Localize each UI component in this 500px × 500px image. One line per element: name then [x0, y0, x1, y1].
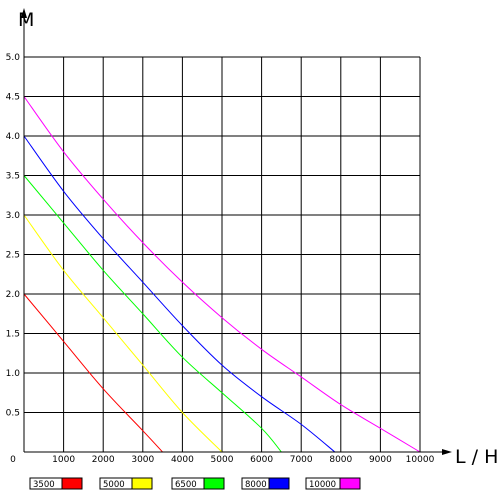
x-tick-label: 2000 — [92, 455, 115, 465]
legend-swatch — [61, 477, 83, 490]
legend-label: 5000 — [103, 480, 125, 490]
legend-swatch — [131, 477, 153, 490]
x-axis-arrow — [442, 449, 452, 455]
x-tick-label: 10000 — [406, 455, 435, 465]
y-tick-label: 2.5 — [6, 251, 20, 261]
x-tick-label: 3000 — [131, 455, 154, 465]
y-tick-label: 1.5 — [6, 330, 20, 340]
series-line-6500 — [23, 175, 282, 453]
series-line-5000 — [23, 214, 223, 453]
y-axis-arrow — [21, 8, 27, 18]
y-tick-label: 4.5 — [6, 93, 20, 103]
series-line-10000 — [23, 96, 421, 453]
legend-item-3500: 3500 — [29, 477, 83, 490]
y-tick-label: 3.5 — [6, 172, 20, 182]
series-line-3500 — [23, 293, 163, 453]
x-tick-label: 7000 — [290, 455, 313, 465]
x-axis-title: L / H — [455, 446, 498, 468]
legend-item-8000: 8000 — [241, 477, 290, 490]
y-tick-label: 5.0 — [6, 53, 21, 63]
y-tick-label: 3.0 — [6, 211, 21, 221]
legend-item-5000: 5000 — [99, 477, 153, 490]
series-line-8000 — [23, 135, 336, 453]
axes — [21, 8, 452, 455]
y-tick-labels: 0.5 1.0 1.5 2.0 2.5 3.0 3.5 4.0 4.5 5.0 — [6, 53, 21, 419]
x-tick-label: 8000 — [329, 455, 352, 465]
legend-label: 8000 — [245, 480, 267, 490]
legend-swatch — [339, 477, 361, 490]
y-tick-label: 2.0 — [6, 290, 21, 300]
legend: 3500 5000 6500 8000 10000 — [29, 477, 361, 490]
x-tick-label: 1000 — [52, 455, 75, 465]
x-tick-label: 6000 — [250, 455, 273, 465]
y-tick-label: 4.0 — [6, 132, 21, 142]
x-tick-label: 0 — [10, 455, 16, 465]
legend-label: 10000 — [309, 480, 336, 490]
y-tick-label: 0.5 — [6, 409, 20, 419]
x-tick-label: 9000 — [369, 455, 392, 465]
y-tick-label: 1.0 — [6, 369, 21, 379]
legend-swatch — [268, 477, 290, 490]
legend-label: 3500 — [33, 480, 55, 490]
x-tick-label: 4000 — [171, 455, 194, 465]
legend-item-6500: 6500 — [171, 477, 225, 490]
x-tick-labels: 0 1000 2000 3000 4000 5000 6000 7000 8000 9000 100… — [10, 455, 434, 465]
legend-label: 6500 — [175, 480, 197, 490]
legend-item-10000: 10000 — [305, 477, 361, 490]
x-tick-label: 5000 — [211, 455, 234, 465]
legend-swatch — [203, 477, 225, 490]
y-axis-title: M — [18, 9, 34, 31]
series-lines — [23, 96, 421, 453]
